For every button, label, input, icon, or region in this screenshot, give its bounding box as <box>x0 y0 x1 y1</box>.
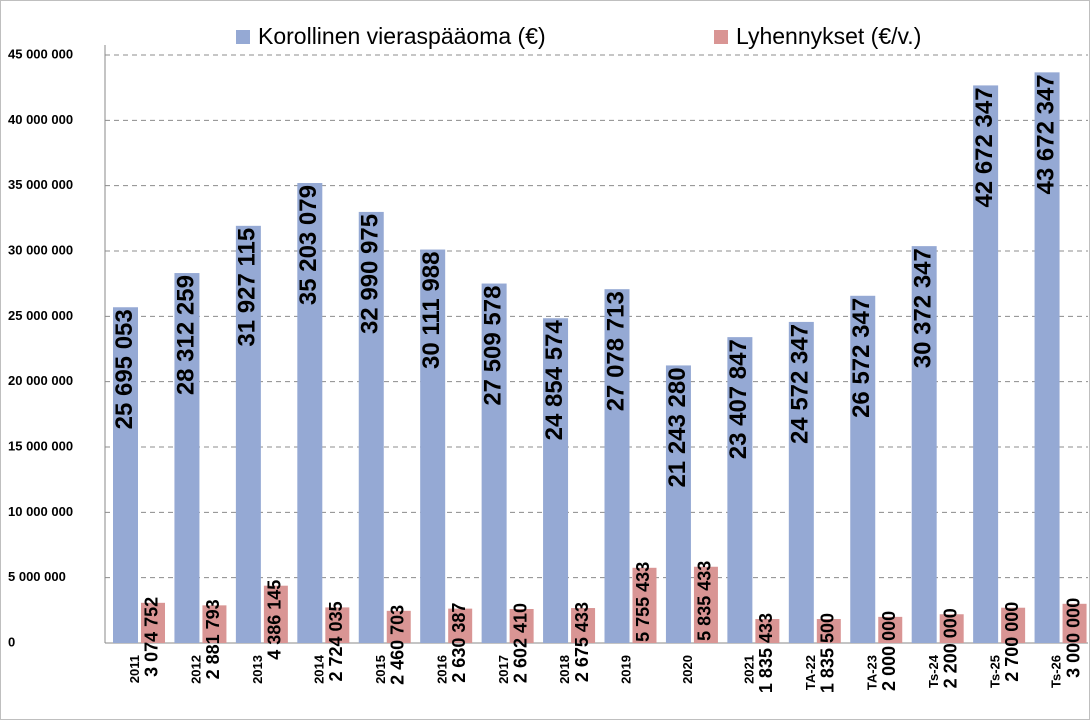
bar <box>325 607 350 643</box>
data-label: 43 672 347 <box>1032 74 1059 194</box>
bar <box>632 567 657 643</box>
data-label: 2 700 000 <box>1002 602 1022 682</box>
bar <box>263 585 288 643</box>
bar <box>202 605 227 643</box>
bar <box>571 608 596 643</box>
x-tick-label: Ts-24 <box>926 654 941 688</box>
data-label: 21 243 280 <box>664 367 691 487</box>
legend-label: Lyhennykset (€/v.) <box>736 23 921 49</box>
bar <box>448 608 473 643</box>
y-tick-label: 25 000 000 <box>8 308 73 323</box>
bar <box>1062 603 1087 643</box>
data-label: 25 695 053 <box>111 309 138 429</box>
data-label: 27 509 578 <box>479 286 506 406</box>
bar <box>850 295 876 643</box>
bar <box>509 608 534 643</box>
x-tick-label: 2021 <box>742 655 757 684</box>
bar <box>113 307 138 643</box>
data-label: 2 724 035 <box>326 601 346 681</box>
bar <box>1034 72 1060 643</box>
bar <box>878 616 903 643</box>
bar <box>788 321 814 643</box>
x-tick-label: 2012 <box>189 655 204 684</box>
bar <box>604 289 630 643</box>
y-tick-label: 35 000 000 <box>8 177 73 192</box>
data-label: 3 074 752 <box>142 597 162 677</box>
x-tick-label: TA-23 <box>864 655 879 690</box>
data-label: 23 407 847 <box>725 339 752 459</box>
bar <box>543 318 569 643</box>
data-label: 2 000 000 <box>879 611 899 691</box>
x-tick-label: 2015 <box>373 655 388 684</box>
bar <box>665 365 691 643</box>
x-tick-label: 2014 <box>311 654 326 684</box>
bar <box>235 225 261 643</box>
y-tick-label: 20 000 000 <box>8 373 73 388</box>
data-label: 27 078 713 <box>602 291 629 411</box>
bar <box>358 211 384 644</box>
bar <box>973 85 999 643</box>
bar <box>174 273 200 643</box>
data-label: 2 200 000 <box>940 608 960 688</box>
bar <box>727 337 753 643</box>
data-label: 2 630 387 <box>449 603 469 683</box>
x-tick-label: TA-22 <box>803 655 818 690</box>
data-label: 1 835 500 <box>818 613 838 693</box>
x-tick-label: 2016 <box>434 655 449 684</box>
x-tick-label: 2018 <box>557 655 572 684</box>
data-label: 32 990 975 <box>357 214 384 334</box>
y-tick-label: 0 <box>8 634 15 649</box>
y-tick-label: 5 000 000 <box>8 569 66 584</box>
data-label: 3 000 000 <box>1063 598 1083 678</box>
bar <box>481 283 507 643</box>
x-tick-label: 2013 <box>250 655 265 684</box>
bar <box>297 183 323 643</box>
bar <box>386 610 411 643</box>
data-label: 2 460 703 <box>388 605 408 685</box>
data-label: 30 372 347 <box>910 248 937 368</box>
y-tick-label: 15 000 000 <box>8 438 73 453</box>
bar <box>1001 607 1026 643</box>
data-label: 26 572 347 <box>848 298 875 418</box>
y-tick-label: 30 000 000 <box>8 242 73 257</box>
data-label: 24 572 347 <box>787 324 814 444</box>
data-label: 31 927 115 <box>234 228 261 347</box>
bar <box>911 246 937 644</box>
data-label: 24 854 574 <box>541 320 568 441</box>
bar <box>141 602 165 643</box>
bar <box>755 619 780 643</box>
data-label: 42 672 347 <box>971 87 998 207</box>
bar <box>816 619 841 643</box>
data-label: 5 835 433 <box>695 561 715 641</box>
legend-label: Korollinen vieraspääoma (€) <box>258 23 546 49</box>
legend-swatch <box>236 30 250 44</box>
x-tick-label: 2011 <box>127 655 142 683</box>
data-label: 2 675 433 <box>572 602 592 682</box>
data-label: 2 881 793 <box>203 599 223 679</box>
bar <box>693 566 718 643</box>
x-tick-label: 2017 <box>496 655 511 684</box>
x-tick-label: Ts-25 <box>987 655 1002 688</box>
y-tick-label: 40 000 000 <box>8 112 73 127</box>
bar <box>939 614 964 643</box>
data-label: 4 386 145 <box>265 580 285 660</box>
x-tick-label: 2019 <box>619 655 634 684</box>
data-label: 35 203 079 <box>295 185 322 305</box>
data-label: 28 312 259 <box>172 275 199 395</box>
x-tick-label: Ts-26 <box>1049 655 1064 688</box>
y-tick-label: 45 000 000 <box>8 46 73 61</box>
data-label: 1 835 433 <box>756 613 776 693</box>
bar <box>420 249 446 644</box>
legend-swatch <box>714 30 728 44</box>
y-tick-label: 10 000 000 <box>8 504 73 519</box>
data-label: 5 755 433 <box>633 562 653 642</box>
x-tick-label: 2020 <box>680 655 695 684</box>
data-label: 30 111 988 <box>418 252 445 369</box>
data-label: 2 602 410 <box>510 603 530 683</box>
